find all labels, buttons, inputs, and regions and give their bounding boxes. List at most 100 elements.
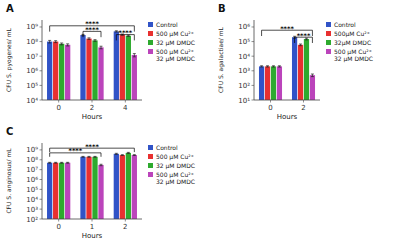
legend-label: 500 μM Cu²⁺32 μM DMDC [156, 48, 195, 63]
legend: Control 500μM Cu²⁺32μM DMDC500 μM Cu²⁺32 … [326, 21, 373, 63]
bar [47, 42, 52, 100]
legend-label: 500 μM Cu²⁺ [156, 153, 194, 161]
bar [114, 154, 119, 219]
y-tick-label: 10⁶ [26, 67, 38, 75]
bar [126, 36, 131, 100]
y-axis-line [42, 20, 43, 100]
error-bar-cap [66, 45, 69, 46]
bracket-end [134, 148, 135, 152]
legend-swatch [326, 22, 331, 27]
bar [132, 55, 137, 100]
error-bar [260, 66, 263, 67]
bar [271, 66, 276, 100]
error-bar-stem [134, 154, 135, 156]
x-tick-label: 0 [56, 223, 60, 231]
error-bar-cap [278, 65, 281, 66]
y-tick-label: 10¹ [238, 97, 250, 105]
bar [92, 40, 97, 100]
x-tick-label: 2 [123, 223, 127, 231]
error-bar [272, 66, 275, 67]
bar [47, 163, 52, 219]
legend-label-line: 32 μM DMDC [156, 178, 195, 186]
bracket-end [116, 35, 117, 41]
error-bar-stem [61, 162, 62, 164]
panel: 10²10³10⁴10⁵10⁶10⁷10⁸10⁹012HoursCFU S. a… [5, 126, 195, 240]
bracket-end [134, 26, 135, 32]
y-tick-label: 10⁴ [238, 53, 250, 61]
bar [59, 163, 64, 219]
bar [86, 157, 91, 219]
legend-label-line: 32μM DMDC [334, 39, 371, 47]
y-tick [252, 85, 255, 86]
chart-canvas: 10⁴10⁵10⁶10⁷10⁸10⁹024HoursCFU S. pyogene… [0, 0, 400, 247]
y-tick-label: 10⁹ [26, 23, 38, 31]
y-tick [40, 209, 43, 210]
error-bar-cap [82, 157, 85, 158]
error-bar-stem [300, 44, 301, 46]
y-tick [252, 100, 255, 101]
y-tick [252, 41, 255, 42]
legend-label: Control [334, 21, 356, 28]
bracket-end [101, 31, 102, 37]
x-tick-label: 4 [123, 104, 128, 112]
error-bar-cap [133, 154, 136, 155]
bracket-end [83, 31, 84, 37]
y-tick [40, 26, 43, 27]
bracket-end [101, 153, 102, 157]
error-bar-cap [272, 65, 275, 66]
bracket-end [312, 30, 313, 36]
significance-label: **** [119, 29, 133, 37]
x-tick-label: 0 [268, 104, 272, 112]
y-axis-label: CFU S. agalactiae/ mL [217, 26, 225, 93]
legend-label: 32 μM DMDC [156, 39, 195, 47]
error-bar [66, 44, 69, 46]
y-tick-label: 10⁹ [26, 146, 38, 154]
x-axis-line [254, 100, 320, 101]
y-axis-line [254, 20, 255, 100]
plot-area [47, 152, 137, 219]
panel: 10⁴10⁵10⁶10⁷10⁸10⁹024HoursCFU S. pyogene… [5, 3, 195, 121]
significance-label: **** [85, 26, 99, 34]
y-tick [40, 70, 43, 71]
error-bar-cap [299, 44, 302, 45]
y-tick [40, 100, 43, 101]
legend-swatch [148, 40, 153, 45]
error-bar-stem [134, 54, 135, 57]
error-bar [299, 44, 302, 46]
error-bar [100, 164, 103, 165]
error-bar-cap [272, 67, 275, 68]
error-bar-cap [60, 44, 63, 45]
error-bar-cap [100, 164, 103, 165]
legend-label: 500μM Cu²⁺ [334, 30, 370, 38]
y-axis-label: CFU S. anginosus/ mL [5, 148, 13, 214]
error-bar-stem [67, 44, 68, 46]
y-tick-label: 10⁸ [26, 156, 38, 164]
error-bar [311, 74, 314, 77]
y-tick [252, 26, 255, 27]
x-tick [92, 219, 93, 222]
y-tick-label: 10³ [26, 206, 38, 214]
bracket-end [49, 153, 50, 157]
error-bar-stem [261, 66, 262, 67]
panel-title: A [6, 3, 14, 14]
y-tick [40, 85, 43, 86]
error-bar-stem [49, 162, 50, 164]
error-bar-cap [133, 53, 136, 54]
error-bar-cap [66, 163, 69, 164]
error-bar-cap [54, 42, 57, 43]
legend-swatch [148, 163, 153, 168]
error-bar-cap [94, 156, 97, 157]
error-bar-cap [48, 162, 51, 163]
bracket-end [134, 35, 135, 41]
error-bar [88, 156, 91, 158]
error-bar-cap [100, 48, 103, 49]
legend-label: Control [156, 21, 178, 28]
y-tick [40, 41, 43, 42]
error-bar-stem [101, 46, 102, 49]
y-tick-label: 10² [238, 82, 250, 90]
significance-label: **** [280, 25, 294, 33]
legend-label: 500 μM Cu²⁺32 μM DMDC [334, 48, 373, 63]
y-tick-label: 10⁶ [26, 176, 38, 184]
error-bar [127, 152, 130, 153]
error-bar-cap [100, 165, 103, 166]
